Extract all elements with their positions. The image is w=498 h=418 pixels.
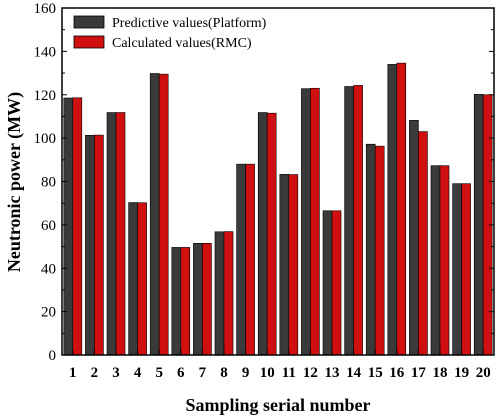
bar-calculated-11 xyxy=(288,174,299,356)
legend-swatch-calculated xyxy=(73,35,105,49)
x-tick-label-8: 8 xyxy=(220,365,228,381)
y-tick-label-120: 120 xyxy=(34,88,57,104)
x-tick-label-2: 2 xyxy=(91,365,99,381)
bar-predictive-6 xyxy=(171,247,182,356)
bar-predictive-14 xyxy=(344,86,354,356)
legend-swatch-predictive xyxy=(73,15,105,29)
y-tick-label-140: 140 xyxy=(34,44,57,60)
bar-predictive-18 xyxy=(430,165,441,356)
y-axis-label: Neutronic power (MW) xyxy=(4,92,25,272)
bar-calculated-12 xyxy=(310,87,320,356)
bar-predictive-4 xyxy=(128,202,138,356)
x-tick-label-13: 13 xyxy=(325,365,340,381)
x-tick-label-12: 12 xyxy=(303,365,318,381)
y-tick-label-160: 160 xyxy=(34,1,57,17)
bar-calculated-8 xyxy=(223,231,234,356)
bar-calculated-6 xyxy=(180,247,191,356)
bar-calculated-10 xyxy=(266,112,277,356)
bar-predictive-13 xyxy=(322,210,333,356)
bar-predictive-15 xyxy=(365,143,376,356)
bar-predictive-11 xyxy=(279,174,290,356)
bar-calculated-5 xyxy=(158,73,169,356)
bar-predictive-20 xyxy=(473,94,484,356)
bar-predictive-7 xyxy=(193,243,203,356)
legend-label-predictive: Predictive values(Platform) xyxy=(112,16,267,31)
y-tick-label-40: 40 xyxy=(41,261,56,277)
x-tick-label-3: 3 xyxy=(112,365,120,381)
bar-predictive-1 xyxy=(63,97,74,356)
y-tick-label-20: 20 xyxy=(41,305,56,321)
y-tick-label-60: 60 xyxy=(41,218,56,234)
y-tick-label-0: 0 xyxy=(49,348,57,364)
bar-calculated-2 xyxy=(94,134,104,356)
bar-calculated-18 xyxy=(439,165,450,356)
x-tick-label-4: 4 xyxy=(134,365,142,381)
x-tick-label-20: 20 xyxy=(476,365,491,381)
bar-calculated-7 xyxy=(202,243,212,356)
bar-calculated-14 xyxy=(353,85,363,356)
y-axis-ticks: 0 20 40 60 80 100 120 140 160 xyxy=(34,1,494,364)
bar-calculated-16 xyxy=(396,62,407,356)
x-tick-label-6: 6 xyxy=(177,365,185,381)
x-tick-label-14: 14 xyxy=(346,365,362,381)
bar-predictive-10 xyxy=(257,112,268,356)
bar-calculated-19 xyxy=(461,183,471,356)
bar-calculated-13 xyxy=(331,210,342,356)
x-tick-label-18: 18 xyxy=(433,365,448,381)
x-tick-label-17: 17 xyxy=(411,365,427,381)
x-axis-label: Sampling serial number xyxy=(185,395,370,415)
bar-predictive-9 xyxy=(236,163,246,356)
x-tick-label-11: 11 xyxy=(282,365,296,381)
x-tick-label-9: 9 xyxy=(242,365,250,381)
x-tick-label-15: 15 xyxy=(368,365,383,381)
bar-predictive-17 xyxy=(409,120,419,356)
x-tick-label-16: 16 xyxy=(389,365,405,381)
x-axis-ticks: 1 2 3 4 5 6 7 8 9 10 11 12 13 14 15 16 17 18 19 20 xyxy=(69,350,491,381)
bar-calculated-15 xyxy=(374,145,385,356)
bar-calculated-4 xyxy=(137,202,147,356)
bar-calculated-3 xyxy=(115,112,126,356)
x-tick-label-19: 19 xyxy=(454,365,469,381)
x-tick-label-5: 5 xyxy=(155,365,163,381)
bar-predictive-8 xyxy=(214,231,225,356)
bar-calculated-1 xyxy=(72,97,83,356)
legend: Predictive values(Platform) Calculated v… xyxy=(73,15,267,51)
bar-predictive-3 xyxy=(106,112,117,356)
x-tick-label-1: 1 xyxy=(69,365,77,381)
bar-predictive-2 xyxy=(85,135,95,356)
x-tick-label-10: 10 xyxy=(260,365,275,381)
bar-calculated-9 xyxy=(245,163,255,356)
plot-frame xyxy=(61,7,495,356)
x-tick-label-7: 7 xyxy=(199,365,207,381)
legend-label-calculated: Calculated values(RMC) xyxy=(112,36,252,51)
y-tick-label-80: 80 xyxy=(41,175,56,191)
y-tick-label-100: 100 xyxy=(34,131,57,147)
bar-predictive-19 xyxy=(452,183,462,356)
bar-calculated-17 xyxy=(418,131,428,356)
bar-predictive-12 xyxy=(301,88,311,356)
bar-predictive-5 xyxy=(149,73,160,356)
bar-predictive-16 xyxy=(387,64,398,356)
